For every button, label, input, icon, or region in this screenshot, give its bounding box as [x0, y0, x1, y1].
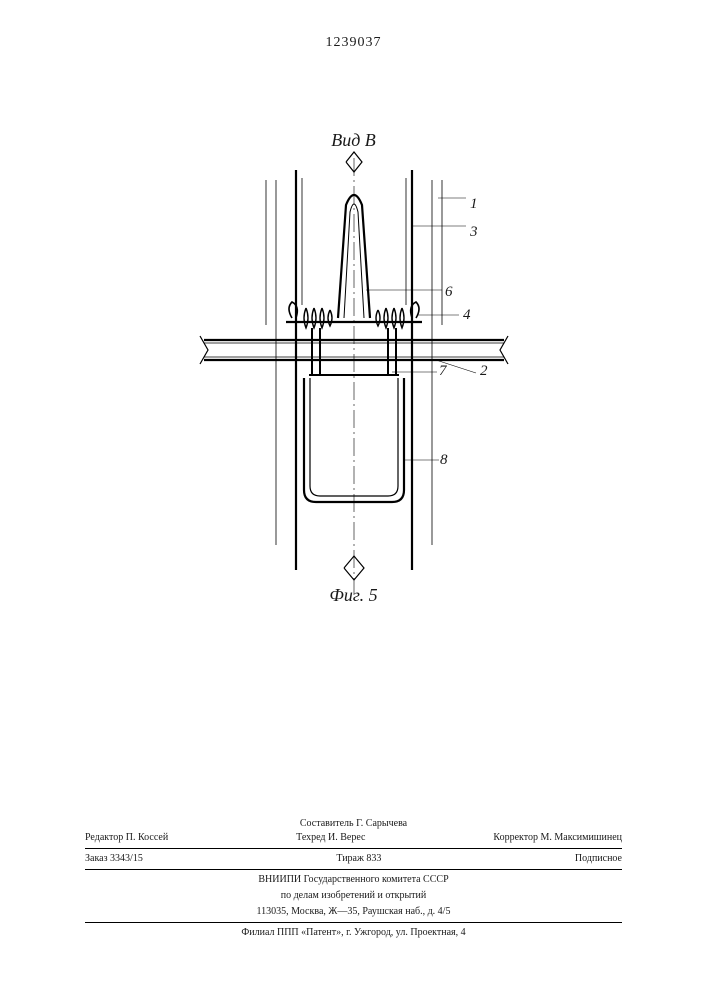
footer-block: Составитель Г. Сарычева Редактор П. Косс…	[85, 815, 622, 940]
compiler-label: Составитель	[300, 818, 354, 829]
credits-row: Редактор П. Коссей Техред И. Верес Корре…	[85, 831, 622, 845]
org-line1: ВНИИПИ Государственного комитета СССР	[85, 873, 622, 887]
footer-rule-2	[85, 869, 622, 870]
ref-2: 2	[480, 363, 488, 380]
editor-cell: Редактор П. Коссей	[85, 831, 168, 845]
tech-label: Техред	[296, 832, 325, 843]
figure-container	[194, 150, 514, 610]
ref-6: 6	[445, 284, 453, 301]
figure-caption: Фиг. 5	[329, 585, 377, 606]
ref-8: 8	[440, 452, 448, 469]
corrector-label: Корректор	[493, 832, 538, 843]
compiler-name: Г. Сарычева	[356, 818, 407, 829]
ref-3: 3	[470, 224, 478, 241]
order-row: Заказ 3343/15 Тираж 833 Подписное	[85, 852, 622, 866]
corrector-name: М. Максимишинец	[541, 832, 623, 843]
view-label: Вид В	[331, 130, 376, 151]
org-line2: по делам изобретений и открытий	[85, 889, 622, 903]
ref-4: 4	[463, 307, 471, 324]
subscription-cell: Подписное	[575, 852, 622, 866]
compiler-line: Составитель Г. Сарычева	[85, 817, 622, 831]
footer-rule-1	[85, 848, 622, 849]
tech-name: И. Верес	[328, 832, 365, 843]
ref-7: 7	[439, 363, 447, 380]
org-line3: 113035, Москва, Ж—35, Раушская наб., д. …	[85, 905, 622, 919]
footer-rule-3	[85, 922, 622, 923]
ref-1: 1	[470, 196, 478, 213]
order-label: Заказ	[85, 853, 108, 864]
order-cell: Заказ 3343/15	[85, 852, 143, 866]
editor-name: П. Коссей	[126, 832, 168, 843]
circulation-value: 833	[366, 853, 381, 864]
circulation-label: Тираж	[336, 853, 364, 864]
branch-line: Филиал ППП «Патент», г. Ужгород, ул. Про…	[85, 926, 622, 940]
technical-drawing	[194, 150, 514, 610]
page-number: 1239037	[326, 35, 382, 51]
circulation-cell: Тираж 833	[336, 852, 381, 866]
tech-cell: Техред И. Верес	[296, 831, 365, 845]
editor-label: Редактор	[85, 832, 123, 843]
order-number: 3343/15	[110, 853, 143, 864]
corrector-cell: Корректор М. Максимишинец	[493, 831, 622, 845]
